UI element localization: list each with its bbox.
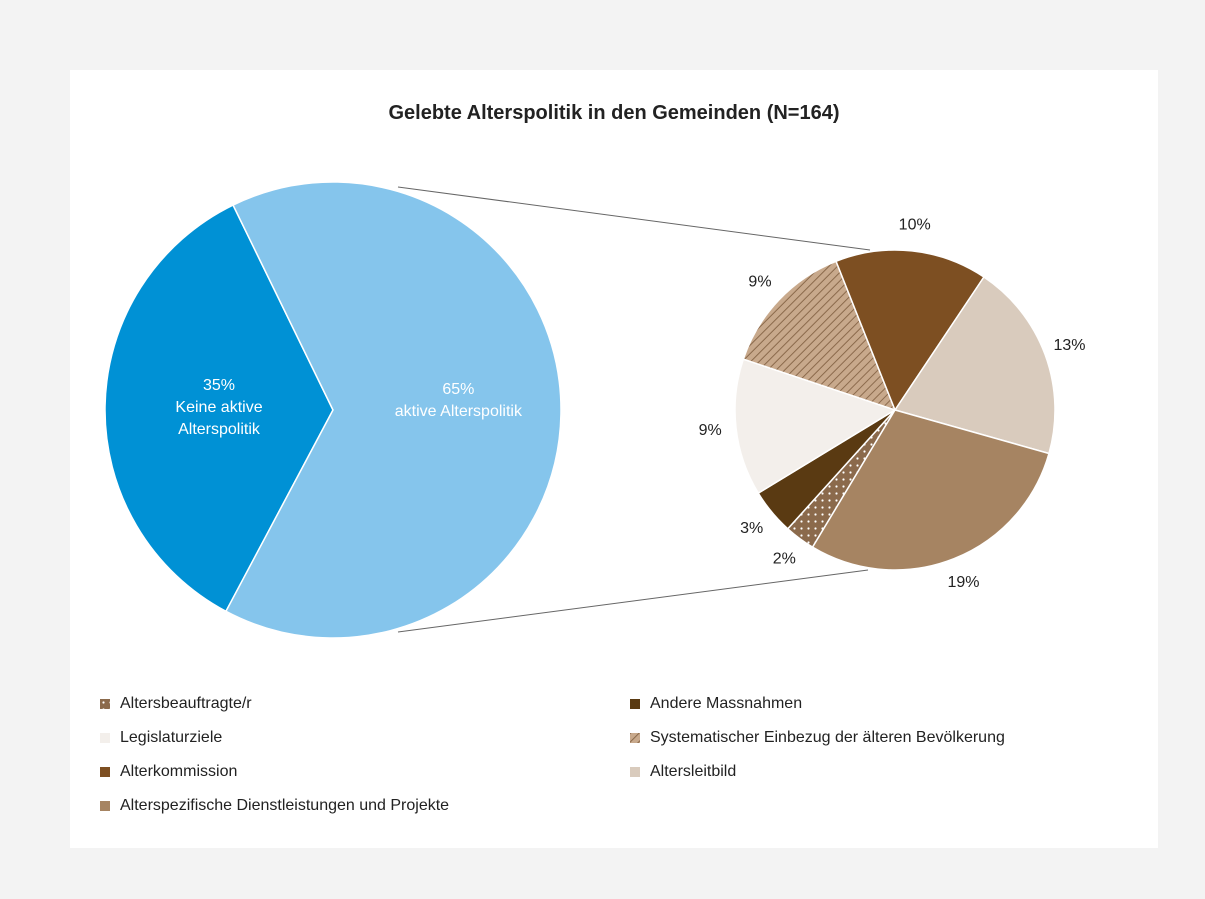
value-label: 35% xyxy=(203,377,236,394)
pie-slice xyxy=(835,249,985,412)
legend-item: Altersleitbild xyxy=(630,762,736,782)
legend-swatch-fill xyxy=(100,801,110,811)
legend-swatch xyxy=(630,699,640,709)
legend-swatch-fill xyxy=(100,733,110,743)
value-label: 65% xyxy=(442,381,475,399)
pie-slice xyxy=(104,204,334,613)
slice-label: 35% Keine aktive Alterspolitik xyxy=(149,375,289,441)
legend-swatch xyxy=(100,699,110,709)
pie-slice xyxy=(811,409,1050,571)
legend-label: Andere Massnahmen xyxy=(650,695,803,712)
legend-label: Systematischer Einbezug der älteren Bevö… xyxy=(650,729,1005,746)
legend-item: Andere Massnahmen xyxy=(630,694,802,714)
pie-slice xyxy=(224,181,562,639)
legend-item: Alterkommission xyxy=(100,762,237,782)
value-label: 3% xyxy=(740,520,763,537)
legend-swatch xyxy=(100,733,110,743)
slice-label: 65% aktive Alterspolitik xyxy=(388,379,528,423)
value-label: 9% xyxy=(748,273,771,290)
value-label: 9% xyxy=(699,422,722,439)
legend-label: Altersleitbild xyxy=(650,763,737,780)
legend-swatch-fill xyxy=(630,699,640,709)
legend-swatch-fill xyxy=(100,699,110,709)
legend-label: Altersbeauftragte/r xyxy=(120,695,252,712)
pie-slice xyxy=(893,275,1056,455)
legend-item: Altersbeauftragte/r xyxy=(100,694,252,714)
legend-item: Alterspezifische Dienstleistungen und Pr… xyxy=(100,796,449,816)
legend-swatch-fill xyxy=(630,733,640,743)
legend-swatch xyxy=(100,801,110,811)
legend-swatch xyxy=(630,733,640,743)
connector xyxy=(397,186,871,251)
value-label: 19% xyxy=(948,574,980,591)
legend-swatch xyxy=(630,767,640,777)
legend-swatch xyxy=(100,767,110,777)
legend-label: Legislaturziele xyxy=(120,729,223,746)
legend-label: Alterspezifische Dienstleistungen und Pr… xyxy=(120,797,450,814)
legend-swatch-fill xyxy=(630,767,640,777)
legend-item: Systematischer Einbezug der älteren Bevö… xyxy=(630,728,1005,748)
pie-slice xyxy=(742,260,897,412)
value-label: 2% xyxy=(773,551,796,568)
legend-item: Legislaturziele xyxy=(100,728,222,748)
legend-swatch-fill xyxy=(100,767,110,777)
category-label: aktive Alterspolitik xyxy=(394,403,522,421)
category-label: Keine aktive Alterspolitik xyxy=(175,399,263,438)
value-label: 13% xyxy=(1054,337,1086,354)
legend-label: Alterkommission xyxy=(120,763,238,780)
chart-title: Gelebte Alterspolitik in den Gemeinden (… xyxy=(388,102,839,124)
pie-slice xyxy=(734,358,897,495)
connector xyxy=(397,569,869,633)
value-label: 10% xyxy=(899,216,931,233)
